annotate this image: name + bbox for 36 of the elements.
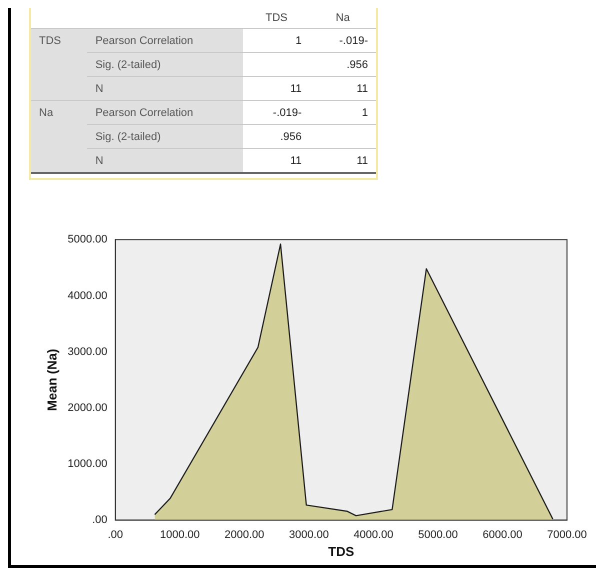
x-tick-label: 4000.00 — [354, 528, 394, 541]
y-tick-label: 2000.00 — [68, 402, 108, 414]
x-tick-label: 6000.00 — [482, 528, 522, 541]
text: -.019- — [339, 34, 368, 46]
text: 1 — [362, 106, 368, 118]
text: Sig. (2-tailed) — [95, 58, 161, 70]
text: Na — [39, 106, 54, 119]
text: N — [95, 82, 104, 94]
text: 11 — [290, 82, 302, 94]
category-label: Na — [334, 11, 351, 26]
x-tick-label: 7000.00 — [547, 528, 587, 541]
x-tick-label: .00 — [108, 528, 124, 541]
y-tick-label: 5000.00 — [68, 234, 108, 246]
text: 1 — [296, 34, 302, 46]
y-tick-label: .00 — [92, 514, 108, 526]
category-label: TDS — [264, 11, 288, 26]
y-axis-title: Mean (Na) — [44, 348, 60, 411]
x-tick-label: 1000.00 — [160, 528, 200, 541]
text: 11 — [356, 82, 368, 94]
text: 11 — [356, 154, 368, 166]
text: Sig. (2-tailed) — [95, 130, 161, 142]
y-tick-label: 1000.00 — [68, 458, 108, 470]
text: Pearson Correlation — [95, 34, 194, 46]
text: -.019- — [272, 106, 302, 118]
text: Pearson Correlation — [95, 106, 194, 118]
text: TDS — [39, 34, 61, 47]
text: 11 — [290, 154, 302, 166]
y-tick-label: 4000.00 — [68, 290, 108, 302]
x-tick-label: 3000.00 — [289, 528, 329, 541]
x-axis-title: TDS — [328, 544, 355, 559]
text: .956 — [346, 58, 368, 70]
text: N — [95, 154, 104, 166]
x-tick-label: 5000.00 — [418, 528, 458, 541]
y-tick-label: 3000.00 — [68, 346, 108, 358]
text: .956 — [280, 130, 302, 142]
x-tick-label: 2000.00 — [224, 528, 264, 541]
